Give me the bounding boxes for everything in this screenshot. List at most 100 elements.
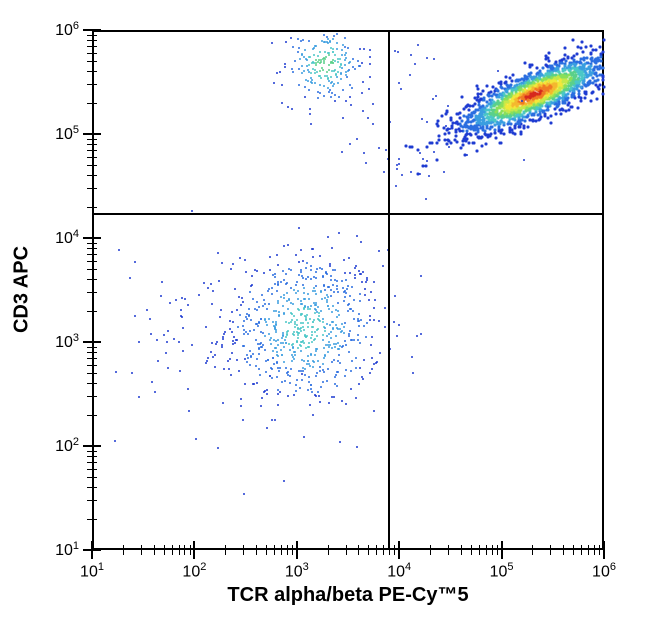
scatter-point	[506, 86, 509, 89]
scatter-point	[184, 298, 186, 300]
scatter-point	[256, 309, 258, 311]
scatter-point	[528, 112, 531, 115]
scatter-point	[490, 98, 493, 101]
scatter-point	[508, 76, 511, 79]
scatter-point	[522, 89, 525, 92]
scatter-point	[569, 78, 572, 81]
scatter-point	[561, 62, 564, 65]
x-tick-minor	[281, 550, 282, 555]
x-tick-minor	[430, 545, 431, 550]
scatter-point	[348, 333, 350, 335]
scatter-point	[294, 326, 296, 328]
scatter-point	[157, 360, 159, 362]
scatter-point	[295, 384, 297, 386]
x-tick-minor	[383, 545, 384, 550]
scatter-point	[324, 75, 326, 77]
x-tick-minor	[368, 545, 369, 550]
scatter-point	[436, 142, 439, 145]
scatter-point	[303, 298, 305, 300]
scatter-point	[305, 336, 307, 338]
scatter-point	[343, 332, 345, 334]
scatter-point	[514, 109, 517, 112]
scatter-point	[264, 335, 266, 337]
scatter-point	[163, 334, 165, 336]
y-tick-minor	[92, 500, 97, 501]
scatter-point	[432, 98, 434, 100]
scatter-point	[369, 319, 371, 321]
scatter-point	[353, 299, 355, 301]
scatter-point	[296, 324, 298, 326]
scatter-point	[243, 329, 245, 331]
scatter-point	[304, 374, 306, 376]
scatter-point	[360, 241, 362, 243]
scatter-point	[166, 341, 168, 343]
scatter-point	[298, 274, 300, 276]
y-tick-minor	[92, 396, 97, 397]
scatter-point	[345, 279, 347, 281]
x-tick-minor	[448, 545, 449, 550]
scatter-point	[245, 331, 247, 333]
scatter-point	[345, 52, 347, 54]
scatter-point	[593, 68, 596, 71]
scatter-point	[564, 65, 567, 68]
scatter-point	[298, 84, 300, 86]
scatter-point	[349, 143, 351, 145]
scatter-point	[317, 97, 319, 99]
scatter-point	[602, 38, 605, 41]
scatter-point	[191, 344, 193, 346]
scatter-point	[258, 321, 260, 323]
scatter-point	[331, 247, 333, 249]
scatter-point	[118, 249, 120, 251]
scatter-point	[288, 322, 290, 324]
scatter-point	[266, 427, 268, 429]
scatter-point	[285, 367, 287, 369]
scatter-point	[587, 80, 590, 83]
scatter-point	[252, 298, 254, 300]
scatter-point	[359, 65, 361, 67]
scatter-point	[331, 311, 333, 313]
scatter-point	[304, 96, 306, 98]
scatter-point	[488, 102, 491, 105]
scatter-point	[487, 134, 490, 137]
y-tick-minor	[92, 157, 97, 158]
scatter-point	[307, 306, 309, 308]
scatter-point	[331, 361, 333, 363]
scatter-point	[336, 316, 338, 318]
x-tick-minor	[179, 545, 180, 550]
y-tick-minor	[92, 144, 97, 145]
scatter-point	[330, 62, 332, 64]
scatter-point	[319, 51, 321, 53]
scatter-point	[443, 138, 446, 141]
scatter-point	[178, 341, 180, 343]
scatter-point	[534, 119, 537, 122]
scatter-point	[489, 132, 492, 135]
scatter-point	[490, 90, 493, 93]
scatter-point	[308, 363, 310, 365]
scatter-point	[521, 100, 523, 102]
scatter-point	[536, 66, 539, 69]
x-tick-minor	[184, 550, 185, 555]
scatter-point	[203, 282, 205, 284]
scatter-point	[355, 357, 357, 359]
x-tick-minor	[394, 545, 395, 550]
scatter-point	[322, 318, 324, 320]
y-tick-major	[83, 549, 92, 551]
x-tick-minor	[448, 550, 449, 555]
scatter-point	[576, 84, 579, 87]
scatter-point	[547, 117, 550, 120]
scatter-point	[251, 275, 253, 277]
scatter-point	[310, 269, 312, 271]
x-tick-major	[398, 550, 400, 559]
scatter-point	[296, 281, 298, 283]
scatter-point	[304, 334, 306, 336]
scatter-point	[450, 141, 453, 144]
scatter-point	[292, 356, 294, 358]
scatter-point	[308, 89, 310, 91]
x-tick-minor	[266, 545, 267, 550]
scatter-point	[516, 120, 519, 123]
scatter-point	[298, 47, 300, 49]
scatter-point	[265, 321, 267, 323]
scatter-point	[456, 140, 459, 143]
scatter-point	[341, 54, 343, 56]
scatter-point	[309, 108, 311, 110]
